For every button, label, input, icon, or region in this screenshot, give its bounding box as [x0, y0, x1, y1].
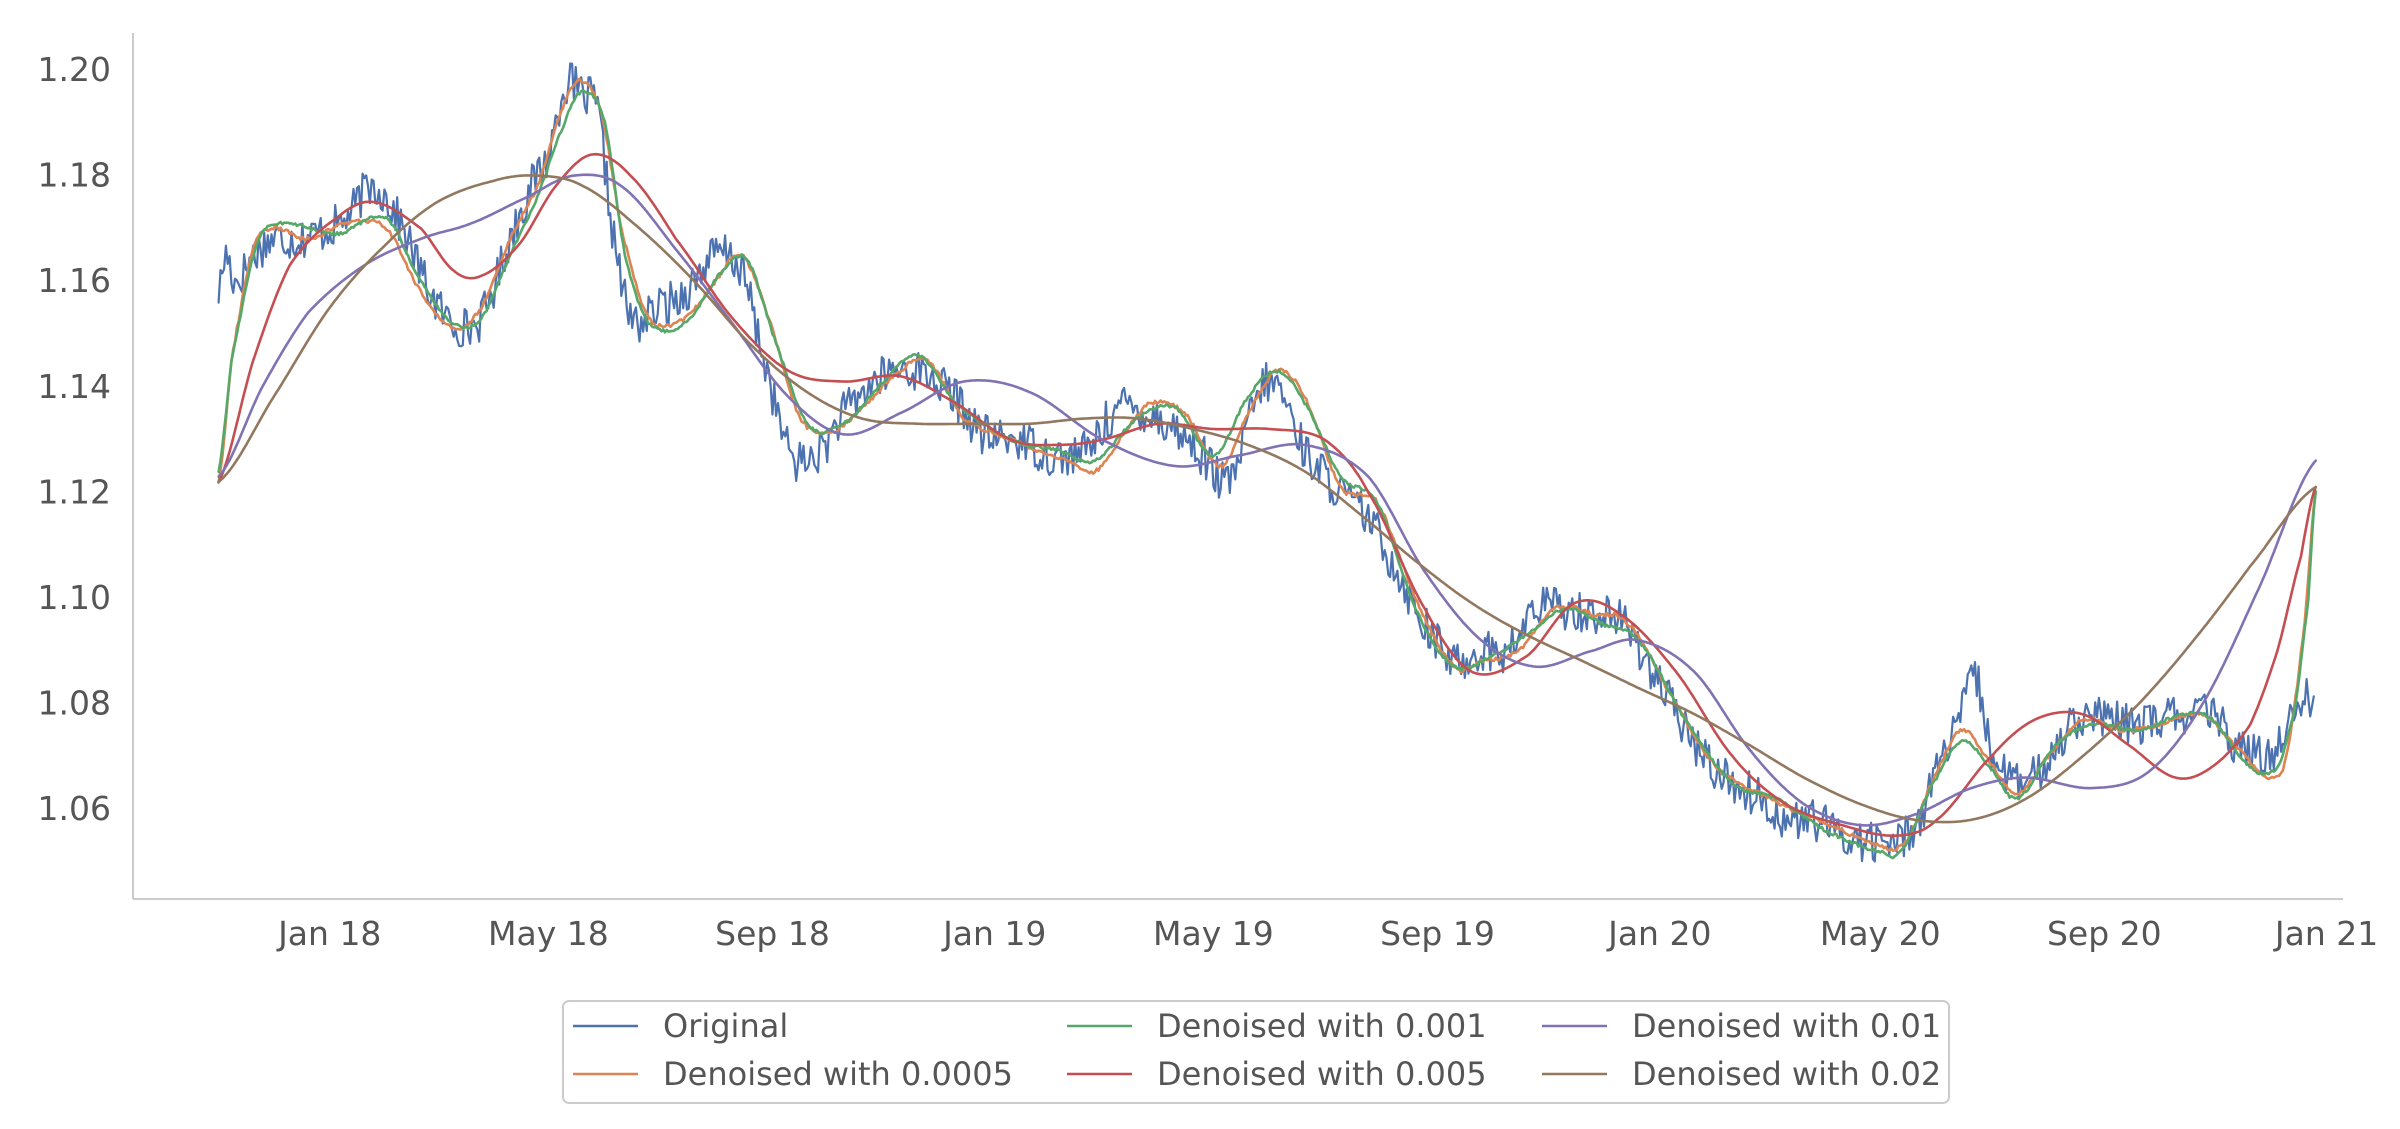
x-tick-label: Jan 18 — [276, 914, 381, 953]
x-tick-label: Sep 19 — [1380, 914, 1495, 953]
series-line-5 — [217, 173, 2317, 827]
series-line-2 — [217, 77, 2317, 853]
series-lines — [217, 62, 2317, 863]
y-tick-label: 1.12 — [38, 472, 111, 511]
x-tick-label: Jan 19 — [941, 914, 1046, 953]
y-tick-label: 1.20 — [38, 50, 111, 89]
y-tick-label: 1.18 — [38, 156, 111, 195]
series-line-4 — [217, 152, 2317, 837]
series-line-3 — [217, 89, 2317, 860]
x-tick-label: May 18 — [488, 914, 609, 953]
legend: Original Denoised with 0.0005 Denoised wit… — [562, 1000, 1950, 1104]
x-tick-label: Sep 18 — [715, 914, 830, 953]
legend-label: Denoised with 0.02 — [1632, 1055, 1941, 1093]
x-tick-label: May 20 — [1820, 914, 1941, 953]
y-tick-label: 1.06 — [38, 789, 111, 828]
y-tick-label: 1.10 — [38, 578, 111, 617]
series-line-1 — [217, 62, 2315, 863]
legend-label: Denoised with 0.001 — [1157, 1007, 1487, 1045]
x-tick-labels: Jan 18 May 18 Sep 18 Jan 19 May 19 Sep 19 Jan … — [276, 914, 2378, 953]
y-tick-label: 1.08 — [38, 684, 111, 723]
axes — [132, 33, 2343, 900]
y-tick-label: 1.14 — [38, 367, 111, 406]
x-tick-label: Jan 21 — [2273, 914, 2378, 953]
legend-label: Denoised with 0.01 — [1632, 1007, 1941, 1045]
x-tick-label: Jan 20 — [1606, 914, 1711, 953]
series-line-6 — [217, 174, 2317, 824]
x-tick-label: Sep 20 — [2047, 914, 2162, 953]
legend-label: Denoised with 0.0005 — [663, 1055, 1013, 1093]
legend-label: Denoised with 0.005 — [1157, 1055, 1487, 1093]
legend-label: Original — [663, 1007, 788, 1045]
y-tick-label: 1.16 — [38, 261, 111, 300]
y-tick-labels: 1.06 1.08 1.10 1.12 1.14 1.16 1.18 1.20 — [38, 50, 111, 828]
x-tick-label: May 19 — [1153, 914, 1274, 953]
